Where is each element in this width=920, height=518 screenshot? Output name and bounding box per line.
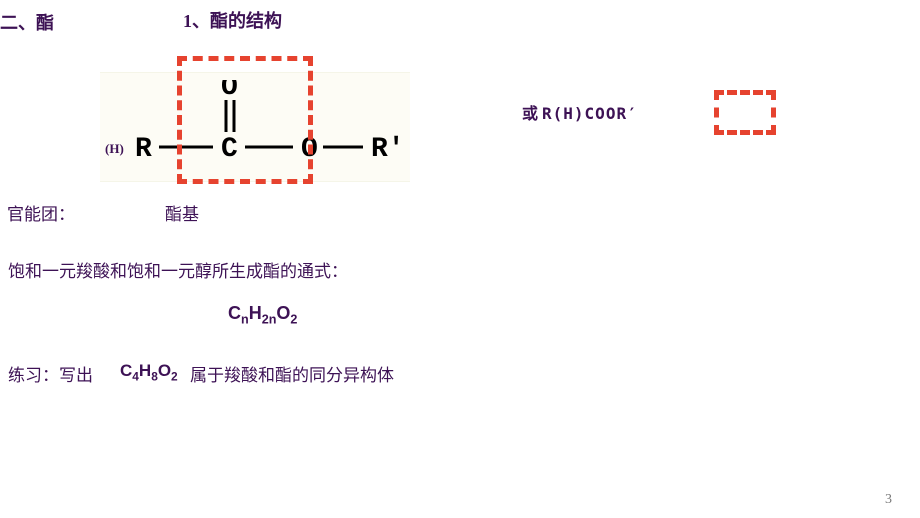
- functional-group-value: 酯基: [165, 200, 199, 225]
- ester-group-highlight-box: [177, 56, 313, 184]
- section-heading: 二、酯: [0, 9, 54, 35]
- general-formula-label: 饱和一元羧酸和饱和一元醇所生成酯的通式：: [8, 257, 348, 282]
- general-formula: CnH2nO2: [228, 303, 297, 327]
- functional-group-label: 官能团：: [7, 200, 75, 225]
- svg-text:R': R': [371, 134, 405, 165]
- alt-formula: 或 R(H)COOR′: [522, 100, 638, 124]
- exercise-formula: C4H8O2: [120, 361, 178, 383]
- exercise-suffix: 属于羧酸和酯的同分异构体: [190, 361, 394, 386]
- h-label: (H): [105, 141, 124, 157]
- page-number: 3: [885, 492, 892, 508]
- subsection-heading: 1、酯的结构: [183, 7, 282, 33]
- svg-text:R: R: [135, 134, 152, 165]
- small-highlight-box: [714, 90, 776, 135]
- exercise-prefix: 练习：写出: [8, 361, 93, 386]
